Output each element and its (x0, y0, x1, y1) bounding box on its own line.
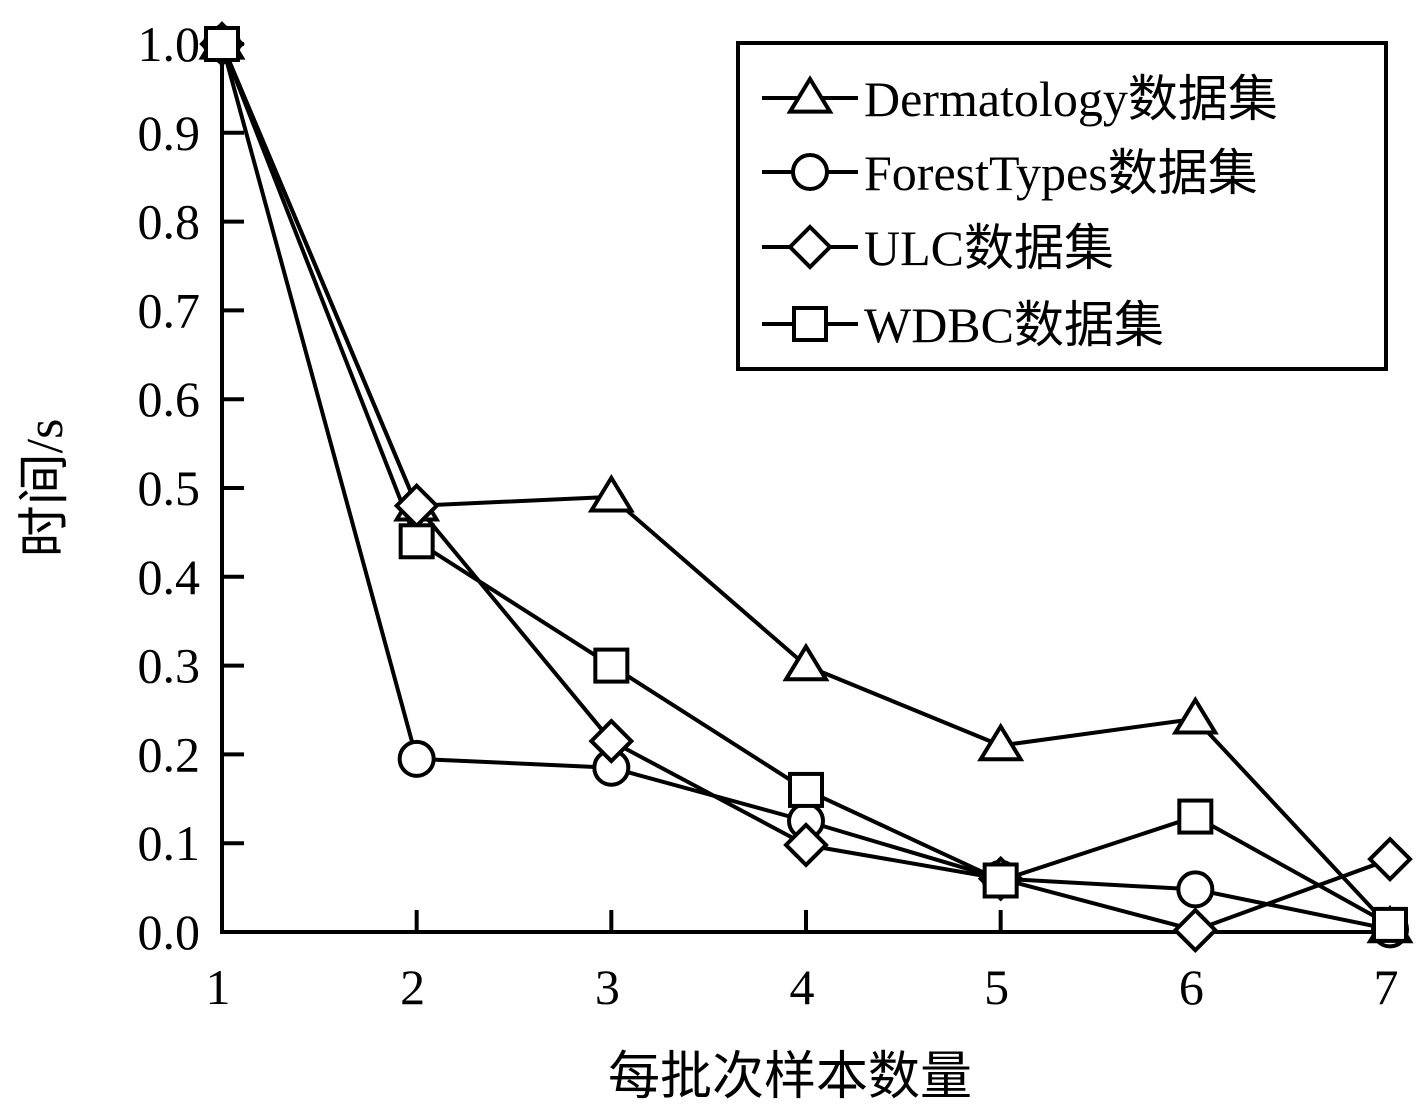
legend-label: ForestTypes数据集 (864, 145, 1258, 201)
data-point-square (204, 26, 240, 62)
data-point-diamond (1367, 836, 1413, 883)
data-point-square (982, 862, 1019, 899)
data-point-diamond (1172, 907, 1219, 954)
x-axis-title: 每批次样本数量 (608, 1049, 972, 1106)
x-tick-label: 6 (1179, 959, 1204, 1015)
legend-marker-triangle (786, 75, 834, 114)
data-point-square (398, 523, 435, 560)
data-point-square (593, 647, 630, 684)
y-tick-label: 0.0 (138, 904, 201, 960)
x-tick-label: 1 (206, 959, 231, 1015)
y-ticks: 0.0 0.1 0.2 0.3 0.4 0.5 0.6 0.7 0.8 0.9 1.0 (138, 16, 244, 960)
y-tick-label: 1.0 (138, 16, 201, 72)
x-ticks: 1 2 3 4 5 6 7 (206, 910, 1399, 1015)
data-point-diamond (783, 822, 829, 868)
data-point-square (788, 771, 824, 808)
y-tick-label: 0.6 (138, 371, 201, 427)
data-point-triangle (782, 642, 830, 682)
y-tick-label: 0.1 (138, 815, 201, 871)
y-axis-title: 时间/s (17, 419, 74, 558)
series-markers (198, 21, 1414, 954)
data-point-diamond (588, 718, 635, 764)
y-tick-label: 0.5 (138, 460, 201, 516)
data-point-square (1177, 798, 1214, 835)
x-tick-label: 4 (790, 959, 815, 1015)
y-tick-label: 0.4 (138, 549, 201, 605)
y-tick-label: 0.7 (138, 282, 201, 338)
data-point-triangle (587, 474, 635, 513)
legend-marker-diamond (787, 224, 833, 270)
data-point-square (1372, 906, 1408, 943)
legend-label: WDBC数据集 (864, 297, 1164, 353)
x-tick-label: 2 (400, 959, 425, 1015)
data-point-triangle (977, 722, 1025, 762)
y-tick-label: 0.2 (138, 726, 201, 782)
x-tick-label: 3 (595, 959, 620, 1015)
y-tick-label: 0.8 (138, 194, 201, 250)
legend-label: Dermatology数据集 (864, 71, 1278, 127)
x-tick-label: 7 (1374, 959, 1399, 1015)
legend-marker-square (792, 306, 828, 342)
y-tick-label: 0.3 (138, 638, 201, 694)
legend-marker-circle (791, 153, 829, 191)
data-point-circle (397, 739, 436, 778)
legend: Dermatology数据集 ForestTypes数据集 ULC数据集 WDBC数据… (736, 41, 1388, 371)
y-tick-label: 0.9 (138, 105, 201, 161)
data-point-circle (1176, 870, 1215, 909)
x-tick-label: 5 (984, 959, 1009, 1015)
data-point-triangle (1171, 696, 1219, 735)
legend-label: ULC数据集 (864, 220, 1114, 276)
